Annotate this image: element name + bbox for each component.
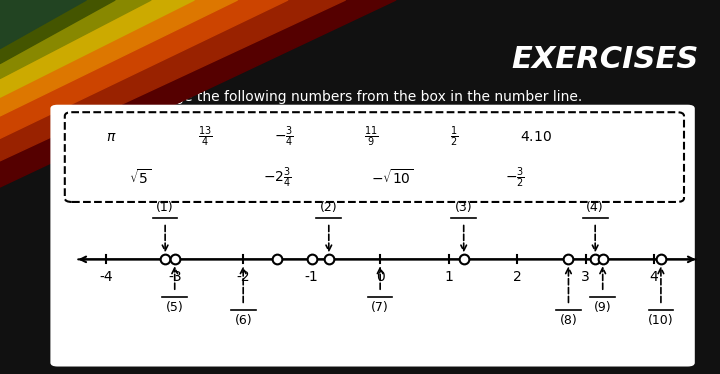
- Text: $\sqrt{5}$: $\sqrt{5}$: [130, 168, 151, 187]
- Polygon shape: [0, 0, 158, 86]
- Text: $4.10$: $4.10$: [521, 129, 552, 144]
- Text: $-2\frac{3}{4}$: $-2\frac{3}{4}$: [263, 165, 292, 190]
- Polygon shape: [0, 0, 288, 138]
- FancyBboxPatch shape: [50, 105, 695, 367]
- Text: (3): (3): [455, 201, 472, 214]
- Text: $\frac{13}{4}$: $\frac{13}{4}$: [198, 124, 212, 149]
- Text: $\frac{1}{2}$: $\frac{1}{2}$: [449, 124, 458, 149]
- Text: $-\frac{3}{4}$: $-\frac{3}{4}$: [274, 124, 294, 149]
- Text: $-\frac{3}{2}$: $-\frac{3}{2}$: [505, 165, 525, 190]
- Text: -3: -3: [168, 270, 181, 284]
- Text: (6): (6): [235, 314, 252, 327]
- Text: $\frac{11}{9}$: $\frac{11}{9}$: [364, 124, 378, 149]
- Text: -2: -2: [236, 270, 250, 284]
- Text: EXERCISES: EXERCISES: [511, 45, 698, 74]
- Polygon shape: [0, 0, 238, 116]
- Text: -1: -1: [305, 270, 318, 284]
- Text: 1: 1: [444, 270, 453, 284]
- Text: Arrange the following numbers from the box in the number line.: Arrange the following numbers from the b…: [138, 90, 582, 104]
- Polygon shape: [0, 0, 115, 64]
- Text: $-\sqrt{10}$: $-\sqrt{10}$: [371, 168, 414, 187]
- Text: (10): (10): [648, 314, 674, 327]
- Text: 4: 4: [649, 270, 659, 284]
- FancyBboxPatch shape: [65, 112, 684, 202]
- Text: 2: 2: [513, 270, 521, 284]
- Polygon shape: [0, 0, 216, 112]
- Text: 0: 0: [376, 270, 384, 284]
- Text: (8): (8): [559, 314, 577, 327]
- Text: (4): (4): [586, 201, 604, 214]
- Text: (5): (5): [166, 301, 184, 314]
- Text: (1): (1): [156, 201, 174, 214]
- Polygon shape: [0, 0, 324, 168]
- Polygon shape: [0, 0, 151, 79]
- Text: (9): (9): [594, 301, 611, 314]
- Text: 3: 3: [581, 270, 590, 284]
- Polygon shape: [0, 0, 396, 187]
- Polygon shape: [0, 0, 274, 142]
- Text: (2): (2): [320, 201, 338, 214]
- Text: -4: -4: [99, 270, 113, 284]
- Text: (7): (7): [372, 301, 389, 314]
- Polygon shape: [0, 0, 194, 97]
- Polygon shape: [0, 0, 86, 49]
- Text: $\pi$: $\pi$: [107, 129, 117, 144]
- Polygon shape: [0, 0, 108, 64]
- Polygon shape: [0, 0, 346, 161]
